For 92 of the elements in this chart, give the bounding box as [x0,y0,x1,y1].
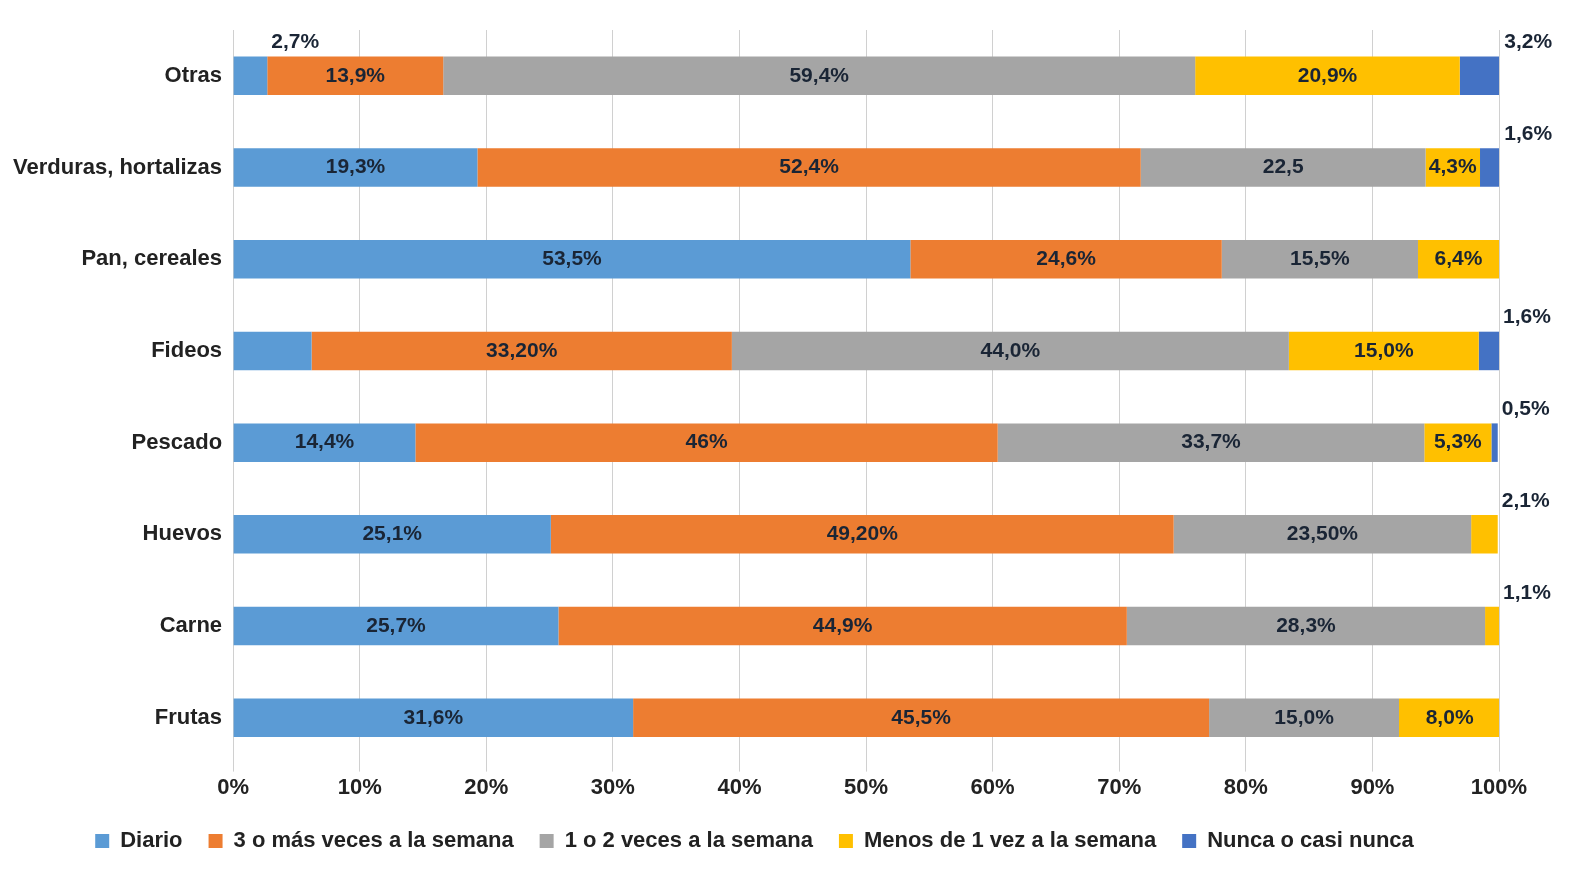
legend-label: Nunca o casi nunca [1207,827,1415,853]
x-tick-label: 70% [1097,773,1142,799]
bar [267,56,444,96]
bar [1480,148,1499,187]
bar [1140,148,1426,187]
data-label: 2,7% [271,29,320,53]
x-tick-label: 0% [217,773,249,799]
data-label: 2,1% [1501,487,1550,511]
x-tick-label: 10% [337,773,382,799]
data-label: 28,3% [1276,612,1337,636]
data-label: 44,9% [812,612,873,636]
data-label: 46% [685,429,728,453]
data-label: 44,0% [980,337,1041,361]
bar [477,148,1141,187]
bar [731,331,1289,371]
data-label: 24,6% [1036,246,1097,270]
x-tick-label: 50% [844,773,889,799]
data-label: 1,6% [1504,121,1553,145]
data-label: 3,2% [1504,29,1553,53]
data-label: 0,5% [1501,396,1550,420]
data-label: 53,5% [542,246,603,270]
x-tick-label: 20% [464,773,509,799]
data-label: 15,5% [1290,246,1350,270]
data-label: 15,0% [1274,704,1335,728]
data-label: 52,4% [779,154,840,178]
bar [1173,515,1472,554]
y-tick-label: Fideos [151,337,223,363]
data-label: 49,20% [826,521,899,545]
bar [1398,698,1499,738]
data-label: 25,7% [366,612,427,636]
bar [1221,239,1418,279]
data-label: 45,5% [891,704,952,728]
data-label: 33,7% [1181,429,1242,453]
bar [443,56,1196,96]
legend-label: 3 o más veces a la semana [233,827,515,853]
data-label: 8,0% [1425,704,1474,728]
data-label: 19,3% [325,154,386,178]
data-label: 13,9% [325,62,386,86]
bar [415,423,998,462]
bar [1485,606,1499,646]
bar [233,606,559,646]
x-tick-label: 90% [1350,773,1395,799]
data-label: 23,50% [1286,521,1359,545]
y-tick-label: Otras [164,61,223,87]
y-tick-label: Frutas [154,703,223,729]
bar [233,423,416,462]
bar [1195,56,1460,96]
bar [633,698,1210,738]
data-label: 33,20% [486,337,558,361]
bar [550,515,1174,554]
bar [233,698,634,738]
bar [233,148,478,187]
x-tick-label: 40% [717,773,762,799]
bar [233,331,312,371]
bar [1126,606,1486,646]
y-tick-label: Carne [159,612,223,638]
data-label: 14,4% [294,429,355,453]
bar [910,239,1222,279]
y-tick-label: Pan, cereales [81,245,223,271]
x-tick-label: 60% [970,773,1015,799]
x-tick-label: 30% [590,773,635,799]
bar [1209,698,1399,738]
bar [1471,515,1498,554]
data-label: 31,6% [403,704,464,728]
bar [311,331,732,371]
bar [1288,331,1479,371]
bar [1478,331,1499,371]
data-label: 15,0% [1354,337,1414,361]
data-label: 4,3% [1428,154,1478,178]
legend-label: Diario [120,827,183,853]
data-label: 22,5 [1262,154,1304,178]
x-tick-label: 100% [1470,773,1528,799]
data-label: 1,6% [1503,304,1552,328]
legend-label: 1 o 2 veces a la semana [564,827,814,853]
data-label: 6,4% [1434,246,1483,270]
data-label: 59,4% [789,62,850,86]
data-label: 5,3% [1433,429,1483,453]
y-tick-label: Huevos [142,520,223,546]
y-tick-label: Verduras, hortalizas [12,153,223,179]
data-label: 25,1% [362,521,423,545]
bar [1459,56,1499,96]
x-tick-label: 80% [1223,773,1268,799]
data-label: 1,1% [1503,579,1552,603]
bar [233,515,551,554]
bar [997,423,1425,462]
legend-label: Menos de 1 vez a la semana [863,827,1157,853]
data-label: 20,9% [1297,62,1358,86]
bar [558,606,1127,646]
bar [1491,423,1498,462]
bar [233,239,911,279]
bar [233,56,268,96]
y-tick-label: Pescado [131,428,223,454]
